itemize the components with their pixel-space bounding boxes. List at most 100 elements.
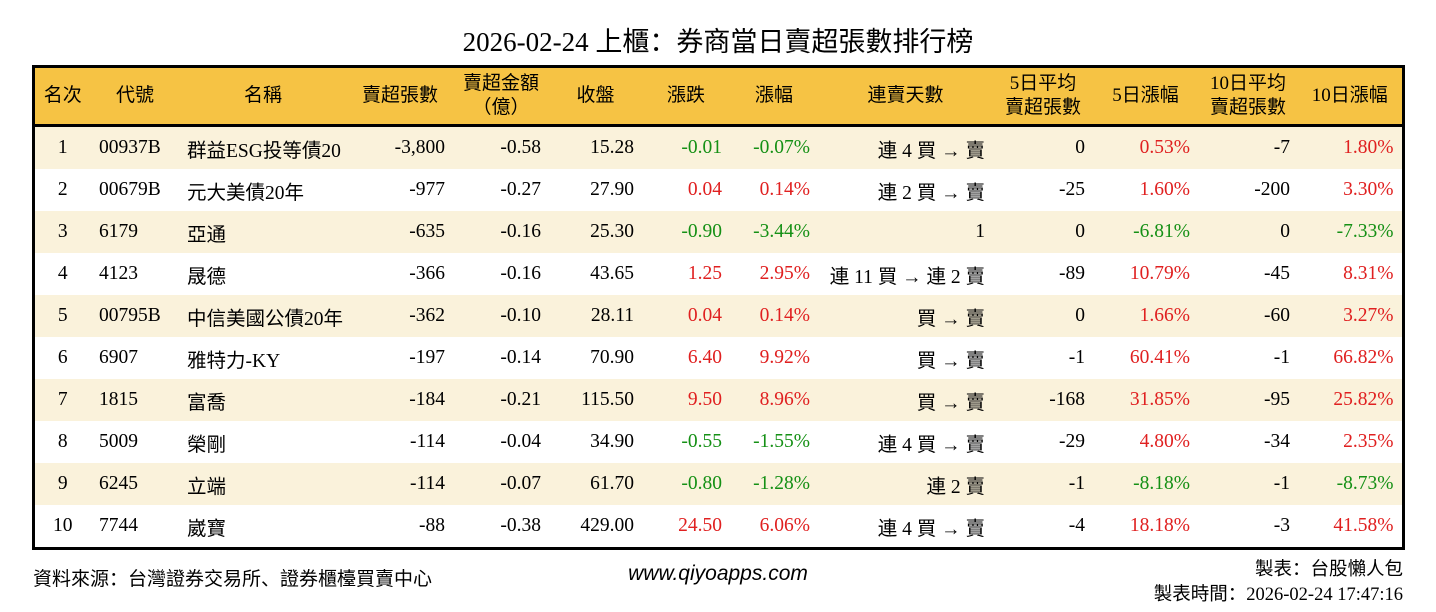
table-row: 9 6245 立端 -114 -0.07 61.70 -0.80 -1.28% 連 2 賣 -1 -…	[33, 463, 1403, 505]
column-header-streak: 連賣天數	[818, 66, 993, 127]
cell-name: 晟德	[187, 266, 227, 288]
cell-change_pct: -3.44%	[753, 221, 810, 242]
cell-sell_amount: -0.16	[500, 221, 541, 242]
cell-code: 6179	[99, 221, 138, 242]
cell-code: 6245	[99, 473, 138, 494]
cell-change: 24.50	[678, 515, 722, 536]
cell-streak: 連 2 買 → 賣	[877, 182, 985, 204]
table-row: 5 00795B 中信美國公債20年 -362 -0.10 28.11 0.04 0.14% 買…	[33, 295, 1403, 337]
cell-pct10: 3.30%	[1343, 179, 1394, 200]
credit-block: 製表：台股懶人包 製表時間：2026-02-24 17:47:16	[1154, 558, 1403, 608]
cell-code: 5009	[99, 431, 138, 452]
cell-avg5: -168	[1049, 389, 1085, 410]
cell-change: 0.04	[687, 305, 722, 326]
website-url: www.qiyoapps.com	[628, 562, 808, 585]
report-timestamp: 製表時間：2026-02-24 17:47:16	[1153, 584, 1403, 605]
cell-streak: 連 11 買 → 連 2 賣	[829, 266, 985, 288]
cell-avg5: -89	[1059, 263, 1085, 284]
cell-change_pct: 8.96%	[759, 389, 810, 410]
cell-rank: 6	[57, 347, 68, 368]
cell-name: 元大美債20年	[187, 182, 305, 204]
cell-name: 中信美國公債20年	[187, 308, 344, 330]
cell-rank: 10	[53, 515, 73, 536]
cell-close: 25.30	[590, 221, 634, 242]
cell-avg10: -200	[1254, 179, 1290, 200]
column-header-sell_volume: 賣超張數	[347, 66, 453, 127]
cell-sell_volume: -635	[409, 221, 445, 242]
cell-change: -0.80	[681, 473, 722, 494]
header-row: 名次 代號 名稱 賣超張數 賣超金額 （億） 收盤 漲跌 漲幅 連賣天數 5日平均 賣超張數 5日漲幅 1…	[33, 66, 1403, 127]
column-header-code: 代號	[91, 66, 179, 127]
cell-sell_volume: -114	[409, 473, 445, 494]
column-header-pct5: 5日漲幅	[1093, 66, 1198, 127]
broker-net-sell-ranking-table: 名次 代號 名稱 賣超張數 賣超金額 （億） 收盤 漲跌 漲幅 連賣天數 5日平均 賣超張數 5日漲幅 1…	[31, 65, 1405, 550]
cell-pct5: 1.60%	[1139, 179, 1190, 200]
footer: 資料來源：台灣證券交易所、證券櫃檯買賣中心 www.qiyoapps.com 製…	[33, 558, 1403, 610]
cell-sell_volume: -114	[409, 431, 445, 452]
cell-pct10: 8.31%	[1343, 263, 1394, 284]
cell-sell_amount: -0.16	[500, 263, 541, 284]
column-header-avg10: 10日平均 賣超張數	[1198, 66, 1298, 127]
cell-streak: 連 4 買 → 賣	[877, 434, 985, 456]
cell-close: 115.50	[581, 389, 634, 410]
table-row: 4 4123 晟德 -366 -0.16 43.65 1.25 2.95% 連 11 買 → 連…	[33, 253, 1403, 295]
cell-change: 0.04	[687, 179, 722, 200]
cell-avg10: -45	[1264, 263, 1290, 284]
cell-change: 6.40	[687, 347, 722, 368]
cell-close: 43.65	[590, 263, 634, 284]
cell-avg10: -95	[1264, 389, 1290, 410]
cell-pct10: -8.73%	[1336, 473, 1394, 494]
table-row: 6 6907 雅特力-KY -197 -0.14 70.90 6.40 9.92% 買 → 賣 -…	[33, 337, 1403, 379]
cell-pct10: -7.33%	[1336, 221, 1394, 242]
cell-avg5: 0	[1075, 137, 1085, 158]
cell-pct5: -6.81%	[1133, 221, 1190, 242]
cell-avg10: -60	[1264, 305, 1290, 326]
cell-rank: 8	[57, 431, 68, 452]
cell-streak: 買 → 賣	[916, 308, 985, 330]
column-header-name: 名稱	[179, 66, 347, 127]
cell-change: -0.55	[681, 431, 722, 452]
cell-close: 70.90	[590, 347, 634, 368]
column-header-avg5: 5日平均 賣超張數	[993, 66, 1093, 127]
cell-rank: 2	[57, 179, 68, 200]
cell-avg10: -1	[1273, 473, 1290, 494]
cell-rank: 1	[57, 137, 68, 158]
cell-change_pct: 0.14%	[759, 305, 810, 326]
cell-streak: 連 4 買 → 賣	[877, 140, 985, 162]
cell-change_pct: -1.55%	[753, 431, 810, 452]
cell-name: 富喬	[187, 392, 227, 414]
table-row: 7 1815 富喬 -184 -0.21 115.50 9.50 8.96% 買 → 賣 -168…	[33, 379, 1403, 421]
cell-change: -0.01	[681, 137, 722, 158]
cell-sell_amount: -0.58	[500, 137, 541, 158]
cell-sell_amount: -0.10	[500, 305, 541, 326]
cell-change_pct: -0.07%	[753, 137, 810, 158]
cell-avg10: 0	[1280, 221, 1290, 242]
cell-change_pct: 2.95%	[759, 263, 810, 284]
cell-avg5: 0	[1075, 221, 1085, 242]
cell-streak: 連 2 賣	[926, 476, 985, 498]
cell-pct5: 0.53%	[1139, 137, 1190, 158]
cell-change: -0.90	[681, 221, 722, 242]
cell-change_pct: 0.14%	[759, 179, 810, 200]
cell-code: 7744	[99, 515, 138, 536]
cell-pct10: 1.80%	[1343, 137, 1394, 158]
cell-pct10: 41.58%	[1333, 515, 1394, 536]
cell-sell_volume: -366	[409, 263, 445, 284]
cell-name: 雅特力-KY	[187, 350, 281, 372]
cell-sell_volume: -3,800	[394, 137, 445, 158]
cell-avg5: 0	[1075, 305, 1085, 326]
cell-sell_amount: -0.14	[500, 347, 541, 368]
cell-close: 61.70	[590, 473, 634, 494]
cell-pct10: 66.82%	[1333, 347, 1394, 368]
column-header-pct10: 10日漲幅	[1298, 66, 1403, 127]
cell-rank: 5	[57, 305, 68, 326]
cell-pct5: 60.41%	[1129, 347, 1190, 368]
cell-rank: 7	[57, 389, 68, 410]
cell-code: 4123	[99, 263, 138, 284]
cell-avg10: -7	[1273, 137, 1290, 158]
cell-pct10: 25.82%	[1333, 389, 1394, 410]
table-row: 8 5009 榮剛 -114 -0.04 34.90 -0.55 -1.55% 連 4 買 → …	[33, 421, 1403, 463]
table-row: 1 00937B 群益ESG投等債20 -3,800 -0.58 15.28 -0.01 -0…	[33, 125, 1403, 169]
cell-pct5: 31.85%	[1129, 389, 1190, 410]
cell-avg10: -1	[1273, 347, 1290, 368]
